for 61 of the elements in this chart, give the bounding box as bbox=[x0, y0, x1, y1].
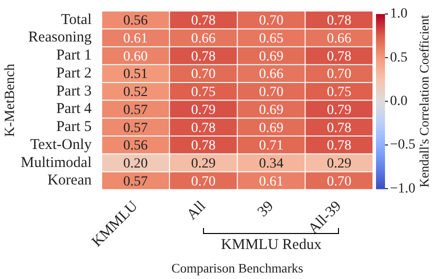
color-bar-label: 0.0 bbox=[390, 94, 408, 109]
y-tick-label: Korean bbox=[47, 172, 92, 189]
data-label: 0.69 bbox=[258, 49, 284, 64]
data-label: 0.51 bbox=[123, 67, 148, 82]
data-label: 0.20 bbox=[123, 156, 148, 172]
y-tick-label: Text-Only bbox=[30, 136, 92, 153]
y-tick-label: Part 5 bbox=[56, 119, 92, 136]
data-label: 0.78 bbox=[326, 138, 352, 154]
color-bar-label: 1.0 bbox=[390, 6, 408, 22]
x-axis-title: Comparison Benchmarks bbox=[171, 260, 304, 276]
color-bar-label: 0.5 bbox=[390, 50, 408, 66]
data-label: 0.75 bbox=[191, 85, 216, 100]
data-label: 0.70 bbox=[258, 85, 284, 100]
x-tick-label: All bbox=[184, 198, 210, 224]
data-label: 0.66 bbox=[258, 67, 284, 82]
data-label: 0.70 bbox=[191, 174, 216, 190]
y-tick-label: Part 1 bbox=[56, 48, 92, 64]
y-tick-label: Part 3 bbox=[56, 83, 92, 100]
data-label: 0.78 bbox=[326, 49, 352, 64]
data-label: 0.75 bbox=[326, 85, 352, 100]
data-label: 0.57 bbox=[123, 120, 148, 136]
data-label: 0.66 bbox=[326, 31, 352, 46]
y-tick-label: Multimodal bbox=[20, 154, 92, 171]
data-label: 0.79 bbox=[191, 102, 216, 118]
data-label: 0.61 bbox=[123, 31, 148, 46]
data-label: 0.70 bbox=[326, 67, 352, 82]
data-label: 0.70 bbox=[258, 14, 284, 29]
data-label: 0.34 bbox=[258, 156, 284, 172]
data-label: 0.52 bbox=[123, 85, 148, 100]
data-label: 0.60 bbox=[123, 49, 148, 64]
data-label: 0.70 bbox=[326, 174, 352, 190]
data-label: 0.71 bbox=[258, 138, 284, 154]
data-label: 0.29 bbox=[326, 156, 352, 172]
data-label: 0.65 bbox=[258, 31, 284, 46]
y-tick-label: Reasoning bbox=[28, 30, 92, 46]
color-bar-title: Kendall's Correlation Coefficient bbox=[416, 14, 432, 188]
data-label: 0.56 bbox=[123, 14, 148, 29]
data-label: 0.57 bbox=[123, 102, 148, 118]
x-tick-label: 39 bbox=[254, 198, 277, 220]
color-bar-label: −1.0 bbox=[390, 181, 416, 196]
data-label: 0.66 bbox=[191, 31, 216, 46]
data-label: 0.29 bbox=[191, 156, 216, 172]
y-tick-label: Part 4 bbox=[56, 101, 92, 118]
data-label: 0.78 bbox=[191, 14, 216, 29]
data-label: 0.78 bbox=[191, 138, 216, 154]
data-label: 0.78 bbox=[191, 120, 216, 136]
y-tick-label: Total bbox=[61, 12, 92, 28]
data-label: 0.78 bbox=[326, 120, 352, 136]
y-tick-label: Part 2 bbox=[56, 65, 92, 82]
color-bar-label: −0.5 bbox=[390, 138, 416, 153]
data-label: 0.57 bbox=[123, 174, 148, 190]
data-label: 0.69 bbox=[258, 102, 284, 118]
data-label: 0.78 bbox=[191, 49, 216, 64]
text: KMMLU Redux bbox=[221, 236, 322, 253]
data-label: 0.61 bbox=[258, 174, 284, 190]
y-axis-title: K-MetBench bbox=[3, 64, 18, 137]
data-label: 0.56 bbox=[123, 138, 148, 154]
data-label: 0.70 bbox=[191, 67, 216, 82]
data-label: 0.79 bbox=[326, 102, 352, 118]
data-label: 0.78 bbox=[326, 14, 352, 29]
data-label: 0.69 bbox=[258, 120, 284, 136]
